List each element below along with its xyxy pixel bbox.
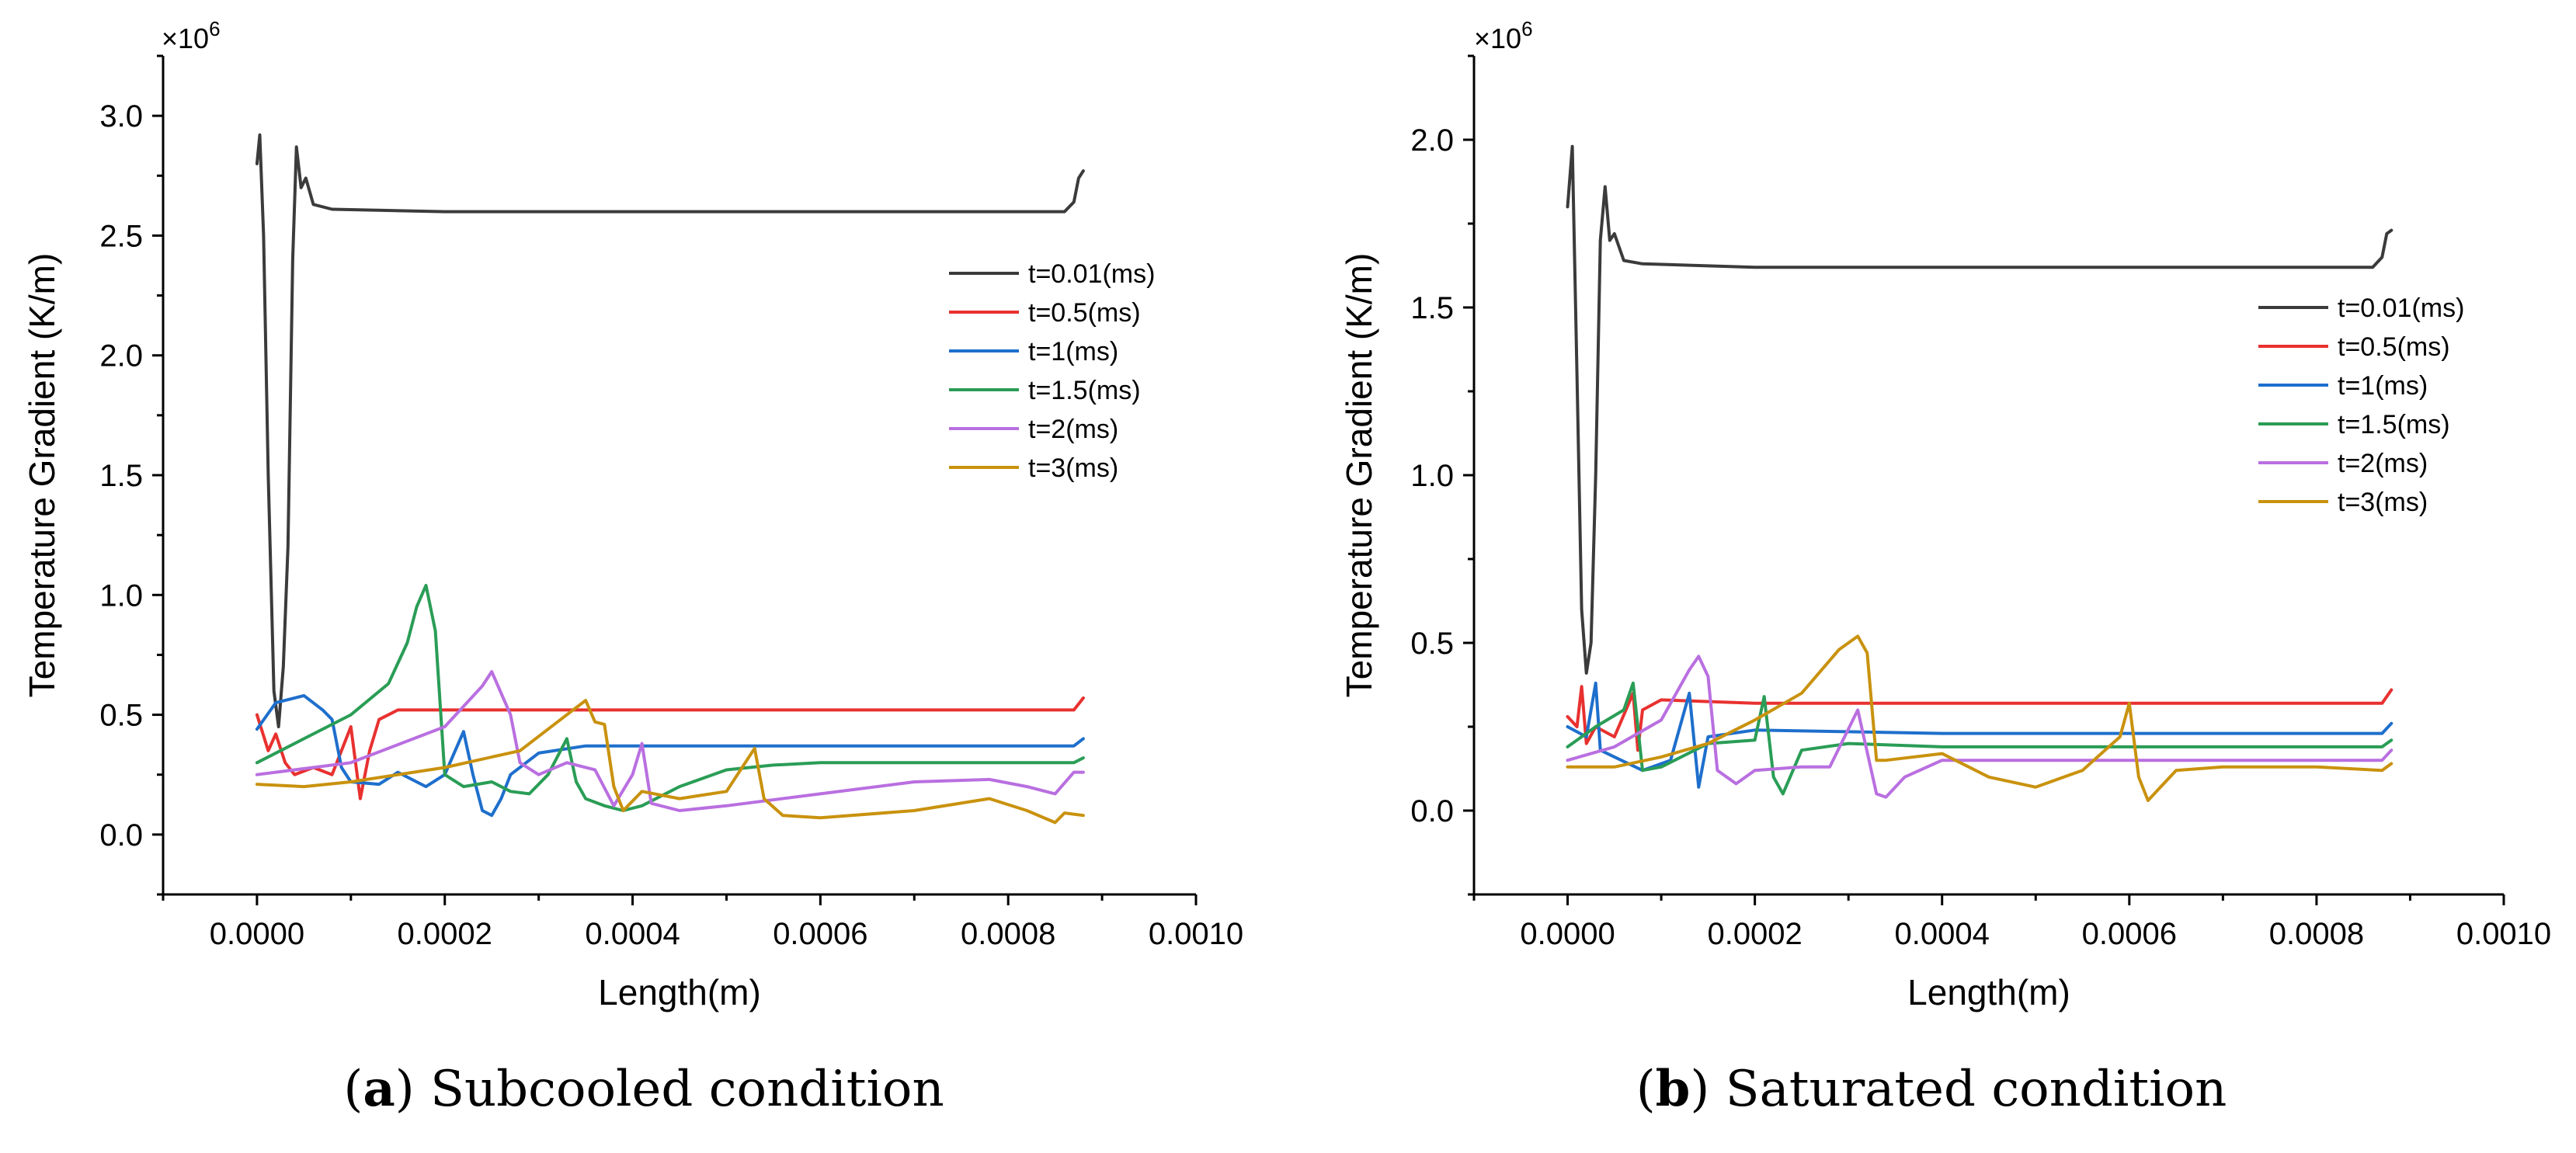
x-tick-label: 0.0008 (2269, 917, 2364, 951)
legend-label: t=3(ms) (2338, 488, 2428, 517)
y-tick-label: 0.0 (1410, 794, 1454, 828)
legend-label: t=1(ms) (1028, 337, 1118, 366)
y-tick-label: 0.5 (1410, 627, 1454, 661)
x-tick-label: 0.0004 (1895, 917, 1990, 951)
series-line (1566, 634, 2393, 802)
y-tick-label: 1.5 (1410, 291, 1454, 325)
y-multiplier: ×106 (1474, 17, 1533, 54)
series-line (255, 699, 1085, 825)
series-line (255, 670, 1085, 812)
legend-label: t=2(ms) (1028, 415, 1118, 444)
x-tick-label: 0.0000 (210, 917, 304, 951)
y-axis-label: Temperature Gradient (K/m) (22, 253, 62, 698)
caption-text: Subcooled condition (430, 1061, 944, 1118)
caption-letter: a (363, 1060, 395, 1118)
caption-text: Saturated condition (1725, 1061, 2227, 1118)
x-tick-label: 0.0002 (1707, 917, 1802, 951)
x-tick-label: 0.0010 (2456, 917, 2551, 951)
caption: (b) Saturated condition (1636, 1060, 2227, 1118)
x-tick-label: 0.0010 (1149, 917, 1243, 951)
x-tick-label: 0.0006 (773, 917, 867, 951)
y-tick-label: 0.5 (99, 699, 143, 733)
series-line (255, 693, 1085, 818)
series-line (255, 133, 1085, 728)
x-tick-label: 0.0002 (398, 917, 492, 951)
series-line (1566, 655, 2393, 799)
series-line (1566, 681, 2393, 796)
y-tick-label: 2.0 (1410, 123, 1454, 158)
chart-a-svg: ×106 0.0000 0.0002 0.0004 0.0006 0.0008 0.001… (22, 17, 1243, 1012)
legend-label: t=0.01(ms) (1028, 259, 1155, 289)
caption-letter: b (1655, 1060, 1691, 1118)
y-multiplier: ×106 (162, 17, 221, 54)
y-axis-label: Temperature Gradient (K/m) (1339, 253, 1379, 698)
y-tick-label: 3.0 (99, 99, 143, 134)
y-tick-label: 1.0 (1410, 459, 1454, 493)
legend-label: t=0.5(ms) (2338, 332, 2450, 362)
x-tick-label: 0.0004 (585, 917, 680, 951)
y-tick-label: 0.0 (99, 818, 143, 853)
y-tick-label: 1.5 (99, 459, 143, 493)
caption: (a) Subcooled condition (343, 1060, 944, 1118)
legend-label: t=1.5(ms) (2338, 410, 2450, 439)
series-line (1566, 144, 2393, 675)
series-line (255, 696, 1085, 801)
legend-label: t=0.5(ms) (1028, 298, 1141, 328)
legend-label: t=2(ms) (2338, 449, 2428, 478)
x-tick-label: 0.0008 (961, 917, 1055, 951)
x-tick-label: 0.0000 (1520, 917, 1615, 951)
y-tick-label: 2.5 (99, 219, 143, 253)
panel-b: ×106 0.0000 0.0002 0.0004 0.0006 0.0008 0.001… (1288, 0, 2575, 1153)
legend-label: t=1.5(ms) (1028, 376, 1141, 405)
y-tick-label: 1.0 (99, 578, 143, 613)
series-line (1566, 685, 2393, 752)
y-tick-label: 2.0 (99, 339, 143, 373)
panel-a: ×106 0.0000 0.0002 0.0004 0.0006 0.0008 0.001… (22, 17, 1243, 1118)
legend-label: t=0.01(ms) (2338, 293, 2464, 323)
series-line (1566, 681, 2393, 789)
legend-label: t=3(ms) (1028, 453, 1118, 483)
chart-b-svg: ×106 0.0000 0.0002 0.0004 0.0006 0.0008 0.001… (1339, 17, 2551, 1012)
x-axis-label: Length(m) (598, 972, 761, 1012)
legend-label: t=1(ms) (2338, 371, 2428, 401)
x-axis-label: Length(m) (1907, 972, 2070, 1012)
x-tick-label: 0.0006 (2082, 917, 2177, 951)
